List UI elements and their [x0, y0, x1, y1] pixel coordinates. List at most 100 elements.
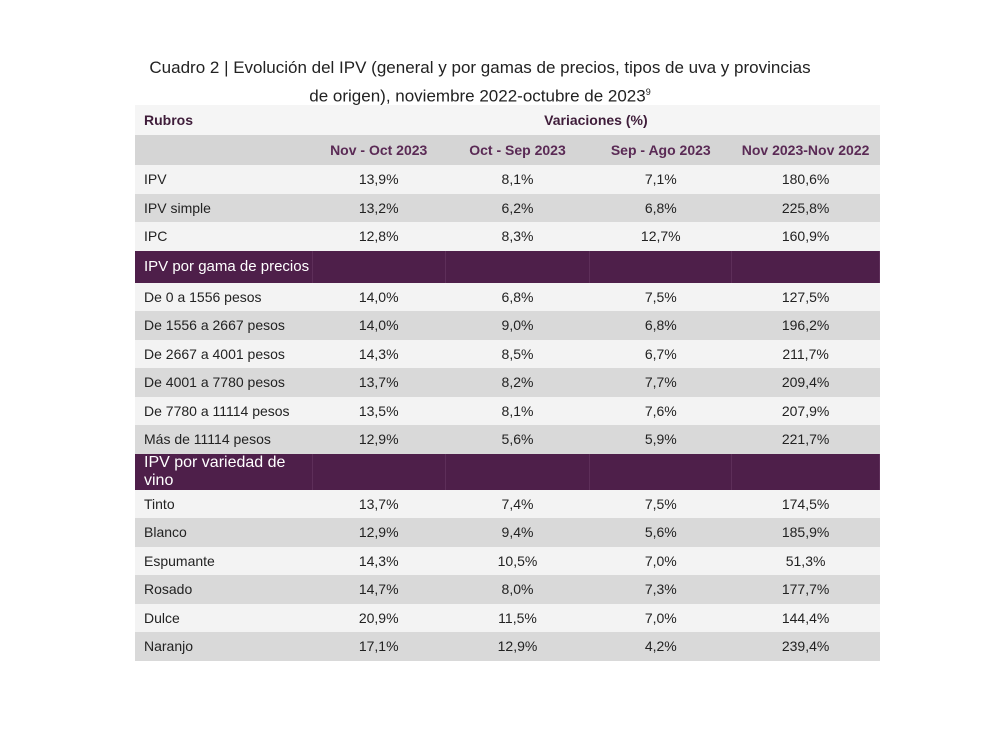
section-empty-cell — [589, 453, 733, 490]
table-caption: Cuadro 2 | Evolución del IPV (general y … — [120, 55, 840, 109]
table-row: De 0 a 1556 pesos 14,0% 6,8% 7,5% 127,5% — [135, 282, 880, 311]
value-cell: 13,5% — [312, 396, 446, 425]
value-cell: 180,6% — [731, 165, 880, 194]
row-label: IPC — [135, 222, 313, 251]
value-cell: 17,1% — [312, 632, 446, 661]
table-row: Blanco 12,9% 9,4% 5,6% 185,9% — [135, 518, 880, 547]
table-row: IPV simple 13,2% 6,2% 6,8% 225,8% — [135, 193, 880, 222]
value-cell: 11,5% — [445, 603, 590, 632]
row-label: IPV simple — [135, 193, 313, 222]
value-cell: 8,0% — [445, 575, 590, 604]
table-row: Dulce 20,9% 11,5% 7,0% 144,4% — [135, 603, 880, 632]
section-title: IPV por gama de precios — [135, 250, 313, 283]
section-empty-cell — [445, 453, 591, 490]
value-cell: 7,0% — [589, 603, 732, 632]
value-cell: 7,5% — [589, 489, 732, 518]
value-cell: 14,3% — [312, 339, 446, 368]
value-cell: 4,2% — [589, 632, 732, 661]
value-cell: 196,2% — [731, 311, 880, 340]
row-label: De 2667 a 4001 pesos — [135, 339, 313, 368]
section-empty-cell — [445, 250, 591, 283]
section-header-row: IPV por variedad de vino — [135, 453, 880, 490]
section-header-row: IPV por gama de precios — [135, 250, 880, 283]
row-label: Dulce — [135, 603, 313, 632]
value-cell: 7,5% — [589, 282, 732, 311]
value-cell: 14,0% — [312, 282, 446, 311]
value-cell: 13,7% — [312, 489, 446, 518]
value-cell: 211,7% — [731, 339, 880, 368]
value-cell: 6,2% — [445, 193, 590, 222]
value-cell: 7,3% — [589, 575, 732, 604]
section-empty-cell — [312, 250, 446, 283]
value-cell: 13,2% — [312, 193, 446, 222]
ipv-table: Rubros Variaciones (%) Nov - Oct 2023 Oc… — [135, 105, 880, 661]
row-label: Blanco — [135, 518, 313, 547]
table-row: IPC 12,8% 8,3% 12,7% 160,9% — [135, 222, 880, 251]
empty-header-cell — [135, 135, 313, 165]
value-cell: 14,7% — [312, 575, 446, 604]
value-cell: 6,7% — [589, 339, 732, 368]
value-cell: 5,6% — [589, 518, 732, 547]
column-header-row: Nov - Oct 2023 Oct - Sep 2023 Sep - Ago … — [135, 135, 880, 165]
value-cell: 209,4% — [731, 368, 880, 397]
row-label: Tinto — [135, 489, 313, 518]
table-row: IPV 13,9% 8,1% 7,1% 180,6% — [135, 165, 880, 194]
column-header: Oct - Sep 2023 — [445, 135, 590, 165]
column-header: Nov 2023-Nov 2022 — [731, 135, 880, 165]
row-label: Rosado — [135, 575, 313, 604]
row-label: De 0 a 1556 pesos — [135, 282, 313, 311]
value-cell: 12,7% — [589, 222, 732, 251]
column-header: Sep - Ago 2023 — [589, 135, 732, 165]
value-cell: 8,1% — [445, 396, 590, 425]
value-cell: 12,9% — [445, 632, 590, 661]
row-label: IPV — [135, 165, 313, 194]
section-empty-cell — [589, 250, 733, 283]
value-cell: 14,0% — [312, 311, 446, 340]
row-label: De 7780 a 11114 pesos — [135, 396, 313, 425]
row-label: Más de 11114 pesos — [135, 425, 313, 454]
value-cell: 7,4% — [445, 489, 590, 518]
table-row: De 2667 a 4001 pesos 14,3% 8,5% 6,7% 211,7% — [135, 339, 880, 368]
table-row: Naranjo 17,1% 12,9% 4,2% 239,4% — [135, 632, 880, 661]
value-cell: 185,9% — [731, 518, 880, 547]
table-row: Más de 11114 pesos 12,9% 5,6% 5,9% 221,7% — [135, 425, 880, 454]
column-header: Nov - Oct 2023 — [312, 135, 446, 165]
value-cell: 225,8% — [731, 193, 880, 222]
row-label: Espumante — [135, 546, 313, 575]
caption-line-2: de origen), noviembre 2022-octubre de 20… — [309, 86, 651, 106]
value-cell: 144,4% — [731, 603, 880, 632]
value-cell: 127,5% — [731, 282, 880, 311]
table-row: De 7780 a 11114 pesos 13,5% 8,1% 7,6% 207,9% — [135, 396, 880, 425]
table-title-row: Rubros Variaciones (%) — [135, 105, 880, 135]
value-cell: 10,5% — [445, 546, 590, 575]
value-cell: 221,7% — [731, 425, 880, 454]
value-cell: 160,9% — [731, 222, 880, 251]
value-cell: 7,1% — [589, 165, 732, 194]
value-cell: 6,8% — [589, 193, 732, 222]
row-label: De 4001 a 7780 pesos — [135, 368, 313, 397]
section-empty-cell — [312, 453, 446, 490]
value-cell: 13,9% — [312, 165, 446, 194]
section-title: IPV por variedad de vino — [135, 453, 313, 490]
table-row: Espumante 14,3% 10,5% 7,0% 51,3% — [135, 546, 880, 575]
table-row: De 1556 a 2667 pesos 14,0% 9,0% 6,8% 196,2% — [135, 311, 880, 340]
value-cell: 20,9% — [312, 603, 446, 632]
table-row: De 4001 a 7780 pesos 13,7% 8,2% 7,7% 209,4% — [135, 368, 880, 397]
variaciones-header: Variaciones (%) — [312, 105, 880, 135]
section-empty-cell — [731, 250, 880, 283]
value-cell: 12,8% — [312, 222, 446, 251]
value-cell: 8,1% — [445, 165, 590, 194]
value-cell: 5,9% — [589, 425, 732, 454]
value-cell: 12,9% — [312, 425, 446, 454]
rubros-header: Rubros — [135, 105, 313, 135]
value-cell: 51,3% — [731, 546, 880, 575]
value-cell: 207,9% — [731, 396, 880, 425]
table-row: Tinto 13,7% 7,4% 7,5% 174,5% — [135, 489, 880, 518]
value-cell: 177,7% — [731, 575, 880, 604]
value-cell: 14,3% — [312, 546, 446, 575]
value-cell: 6,8% — [589, 311, 732, 340]
caption-line-1: Cuadro 2 | Evolución del IPV (general y … — [149, 58, 811, 77]
value-cell: 12,9% — [312, 518, 446, 547]
value-cell: 174,5% — [731, 489, 880, 518]
value-cell: 7,0% — [589, 546, 732, 575]
